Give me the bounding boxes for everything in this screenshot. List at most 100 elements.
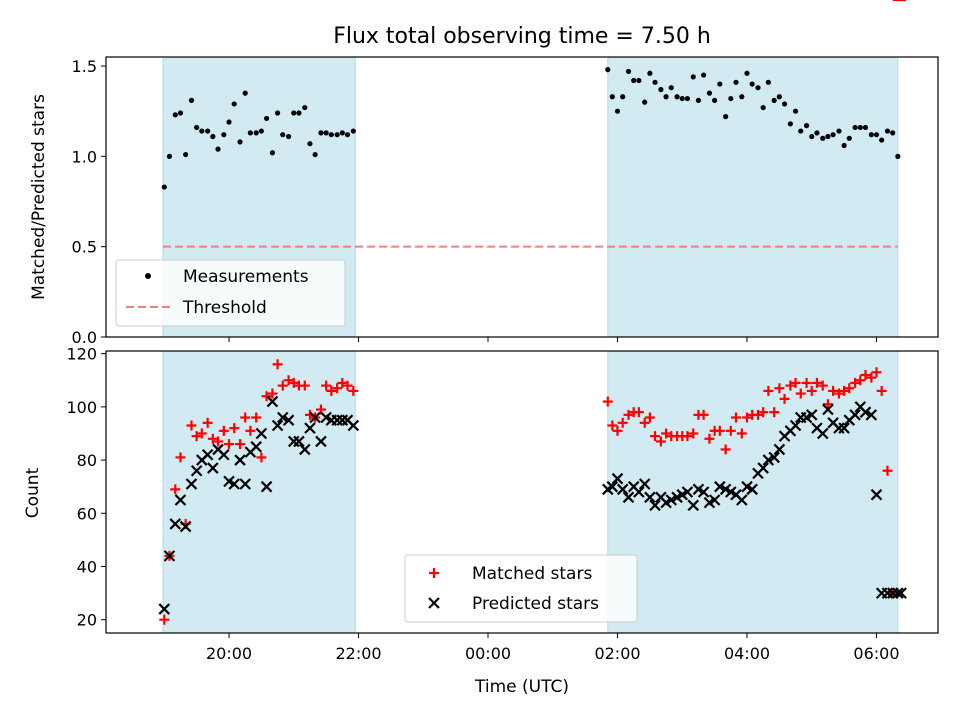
- predicted-stars-point: [644, 491, 656, 504]
- measurements-point: [328, 132, 334, 138]
- matched-stars-point: [882, 465, 893, 476]
- x-tick-label: 22:00: [335, 644, 381, 663]
- matched-stars-point: [196, 428, 207, 439]
- predicted-stars-point: [773, 443, 786, 456]
- measurements-point: [194, 124, 200, 131]
- measurements-point: [765, 79, 771, 85]
- matched-stars-point: [839, 385, 850, 396]
- predicted-stars-point: [849, 409, 861, 421]
- matched-stars-point: [828, 385, 839, 396]
- matched-stars-point: [224, 439, 235, 450]
- measurements-point: [663, 94, 669, 100]
- measurements-point: [690, 74, 696, 80]
- matched-stars-point: [730, 412, 741, 423]
- predicted-stars-point: [649, 499, 661, 512]
- predicted-stars-point: [895, 587, 907, 599]
- chart-title: Flux total observing time = 7.50 h: [333, 24, 711, 49]
- matched-stars-point: [720, 444, 731, 455]
- predicted-stars-point: [260, 480, 273, 493]
- matched-stars-point: [704, 433, 715, 444]
- count-panel: 20 40 60 80 100 120 20:00 22:00 00:00 02:00 04:00…: [23, 0, 939, 697]
- predicted-stars-point: [207, 462, 219, 474]
- matched-stars-point: [191, 431, 202, 442]
- matched-stars-point: [240, 412, 251, 423]
- measurements-point: [717, 81, 723, 87]
- measurements-point: [749, 81, 755, 87]
- predicted-stars-point: [606, 480, 619, 493]
- predicted-stars-point: [870, 488, 883, 501]
- measurements-point: [605, 67, 611, 73]
- matched-stars-point: [785, 380, 796, 391]
- ratio-legend: Measurements Threshold: [115, 259, 346, 327]
- x-tick-label: 06:00: [853, 644, 899, 663]
- measurements-point: [339, 130, 345, 136]
- x-axis-label: Time (UTC): [474, 677, 569, 697]
- matched-stars-point: [650, 431, 661, 442]
- predicted-stars-point: [816, 427, 829, 440]
- matched-stars-point: [763, 385, 774, 396]
- matched-stars-point: [623, 409, 634, 420]
- predicted-stars-point: [746, 483, 758, 496]
- predicted-stars-point: [838, 422, 850, 434]
- measurements-point: [307, 141, 313, 147]
- measurements-point: [323, 130, 329, 136]
- predicted-stars-point: [859, 406, 872, 418]
- measurements-point: [334, 132, 340, 138]
- measurements-point: [814, 130, 820, 136]
- matched-stars-point: [326, 385, 337, 396]
- measurements-point: [830, 132, 836, 138]
- predicted-stars-point: [174, 494, 187, 506]
- matched-stars-point: [170, 484, 181, 495]
- matched-stars-point: [688, 428, 699, 439]
- measurements-point: [695, 97, 702, 103]
- matched-stars-point: [876, 385, 887, 396]
- measurements-point: [318, 130, 324, 136]
- measurements-point: [857, 124, 863, 131]
- measurements-point: [291, 110, 297, 116]
- matched-stars-point: [860, 369, 871, 380]
- measurements-point: [787, 121, 793, 127]
- matched-stars-point: [795, 388, 806, 399]
- measurements-point: [879, 137, 885, 143]
- matched-stars-point: [245, 425, 256, 436]
- predicted-stars-point: [315, 435, 327, 448]
- matched-stars-point: [736, 428, 747, 439]
- measurements-point: [712, 97, 718, 103]
- count-observing-window-2: [607, 350, 899, 634]
- legend-measurements-label: Measurements: [183, 267, 309, 287]
- matched-stars-point: [267, 388, 278, 399]
- measurements-point: [274, 110, 281, 116]
- predicted-stars-point: [681, 486, 694, 498]
- measurements-point: [846, 135, 852, 141]
- legend-matched-label: Matched stars: [472, 564, 592, 584]
- measurements-point: [647, 70, 653, 76]
- matched-stars-point: [822, 399, 833, 410]
- measurements-point: [744, 70, 750, 76]
- matched-stars-point: [871, 367, 882, 378]
- count-y-axis-label: Count: [23, 467, 43, 518]
- measurements-point: [242, 90, 248, 96]
- measurements-point: [652, 79, 658, 85]
- measurements-point: [253, 130, 259, 136]
- measurements-point: [723, 114, 729, 120]
- measurements-point: [776, 94, 782, 100]
- measurements-point: [221, 132, 227, 138]
- measurements-point: [836, 128, 842, 134]
- ratio-y-tick-label: 0.0: [72, 328, 97, 347]
- predicted-stars-point: [622, 491, 635, 504]
- measurements-point: [803, 123, 810, 129]
- matched-stars-point: [207, 433, 218, 444]
- matched-stars-point: [790, 377, 801, 388]
- measurements-point: [210, 133, 216, 140]
- predicted-stars-point: [190, 464, 203, 477]
- measurements-point: [199, 128, 205, 134]
- matched-stars-point: [229, 423, 240, 434]
- measurements-point: [269, 150, 275, 156]
- measurements-point: [237, 139, 243, 145]
- measurements-point: [674, 94, 680, 100]
- matched-stars-point: [337, 377, 348, 388]
- predicted-stars-point: [638, 478, 651, 490]
- predicted-stars-point: [185, 478, 198, 490]
- measurements-point: [344, 132, 351, 138]
- measurements-point: [684, 95, 691, 102]
